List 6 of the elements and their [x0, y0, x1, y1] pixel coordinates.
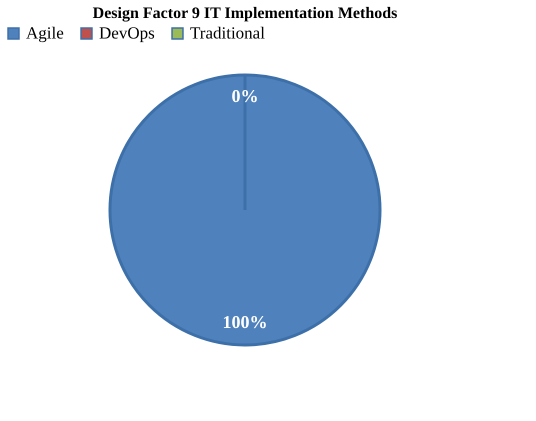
legend-label: Traditional: [190, 24, 266, 43]
text: 0%: [232, 86, 258, 106]
chart-title: Design Factor 9 IT Implementation Methods: [92, 5, 398, 22]
data-label: 100%: [222, 312, 268, 332]
legend-label: Agile: [26, 24, 64, 43]
legend-label: DevOps: [99, 24, 155, 43]
